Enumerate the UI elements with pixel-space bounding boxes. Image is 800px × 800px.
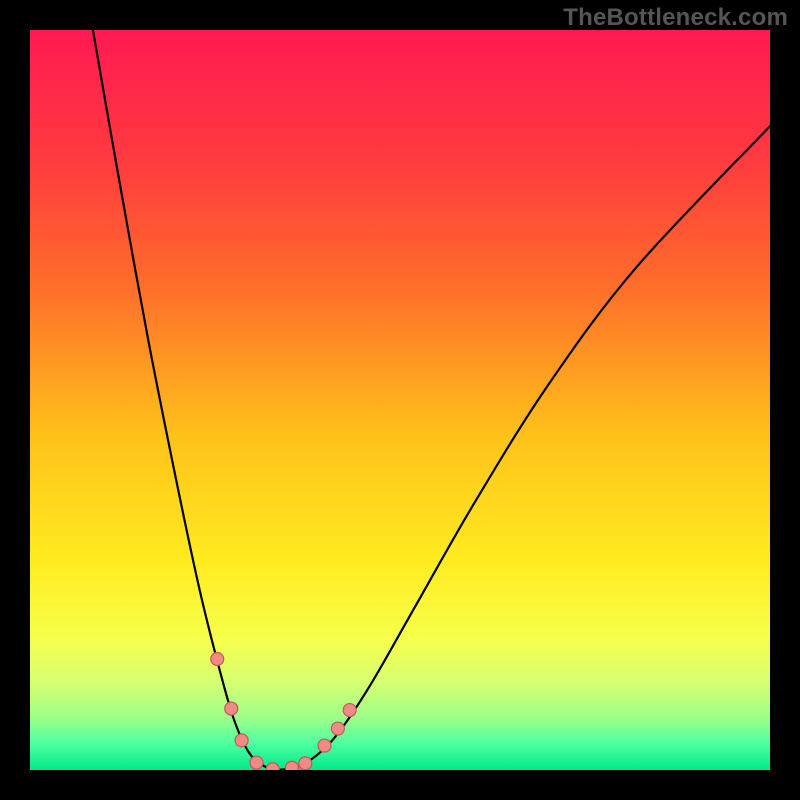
data-marker: [266, 763, 279, 770]
data-marker: [285, 761, 298, 770]
chart-frame: TheBottleneck.com: [0, 0, 800, 800]
data-marker: [318, 739, 331, 752]
data-marker: [225, 702, 238, 715]
data-marker: [211, 653, 224, 666]
plot-area: [30, 30, 770, 770]
marker-group: [211, 653, 356, 771]
data-marker: [331, 722, 344, 735]
data-marker: [250, 756, 263, 769]
data-marker: [235, 734, 248, 747]
bottleneck-curve: [93, 30, 770, 770]
watermark-text: TheBottleneck.com: [563, 4, 788, 32]
curve-layer: [30, 30, 770, 770]
data-marker: [343, 704, 356, 717]
data-marker: [299, 757, 312, 770]
